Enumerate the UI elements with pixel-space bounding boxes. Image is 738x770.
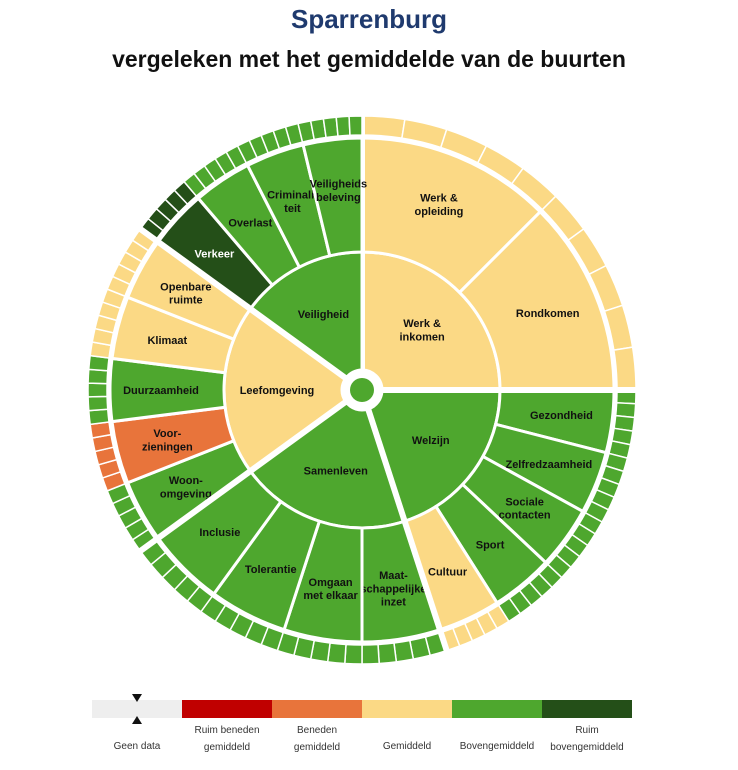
page-title: Sparrenburg xyxy=(290,4,448,34)
legend-swatch-bovengemiddeld xyxy=(452,700,542,718)
indicator-maat-schappelijke-inzet-2 xyxy=(393,639,415,663)
theme-label-werk-inkomen: Werk & inkomen xyxy=(399,318,445,343)
indicator-duurzaamheid-3 xyxy=(87,368,109,385)
theme-separator xyxy=(365,408,451,654)
topic-label-tolerantie: Tolerantie xyxy=(245,564,297,576)
indicator-rondkomen-4 xyxy=(613,346,637,391)
legend-label-gemiddeld: Gemiddeld xyxy=(382,741,432,752)
topic-veiligheids-beleving xyxy=(301,136,364,258)
indicator-omgaan-met-elkaar-0 xyxy=(343,643,363,665)
legend-swatch-ruim-beneden-gemiddeld xyxy=(182,700,272,718)
legend-swatch-beneden-gemiddeld xyxy=(272,700,362,718)
legend: Geen data Ruim beneden gemiddeld Beneden gem… xyxy=(92,700,632,753)
legend-swatch-gemiddeld xyxy=(362,700,452,718)
indicator-maat-schappelijke-inzet-4 xyxy=(361,643,381,665)
legend-label-ruim-beneden-gemiddeld: Ruim beneden gemiddeld xyxy=(194,725,260,753)
topic-label-criminali-teit: Criminali-teit xyxy=(267,190,318,215)
topic-label-voor-zieningen: Voor-zieningen xyxy=(142,428,193,453)
legend-swatch-geen-data xyxy=(92,700,182,718)
page-subtitle: vergeleken met het gemiddelde van de buu… xyxy=(112,46,626,72)
topic-label-overlast: Overlast xyxy=(228,218,272,230)
legend-marker-icon xyxy=(132,694,142,724)
hub-center xyxy=(350,378,374,402)
topic-label-gezondheid: Gezondheid xyxy=(530,410,593,422)
theme-label-leefomgeving: Leefomgeving xyxy=(240,385,315,397)
topic-label-inclusie: Inclusie xyxy=(199,527,240,539)
topic-label-rondkomen: Rondkomen xyxy=(516,308,580,320)
indicator-werk-opleiding-0 xyxy=(361,115,406,139)
legend-label-ruim-bovengemiddeld: Ruim bovengemiddeld xyxy=(550,725,624,753)
topic-label-duurzaamheid: Duurzaamheid xyxy=(123,385,199,397)
topic-label-woon-omgeving: Woon-omgeving xyxy=(160,475,212,500)
topic-label-verkeer: Verkeer xyxy=(195,248,235,260)
theme-label-samenleven: Samenleven xyxy=(304,466,368,478)
topic-label-sociale-contacten: Sociale contacten xyxy=(499,496,551,521)
theme-separator xyxy=(136,225,348,381)
topic-label-openbare-ruimte: Openbare ruimte xyxy=(160,281,211,306)
topic-label-omgaan-met-elkaar: Omgaan met elkaar xyxy=(303,577,358,602)
topic-label-zelfredzaamheid: Zelfredzaamheid xyxy=(505,459,592,471)
indicator-maat-schappelijke-inzet-3 xyxy=(377,642,398,665)
topic-label-cultuur: Cultuur xyxy=(428,567,468,579)
topic-label-werk-opleiding: Werk & opleiding xyxy=(414,193,463,218)
legend-label-bovengemiddeld: Bovengemiddeld xyxy=(459,741,535,752)
theme-separator xyxy=(136,399,348,555)
legend-label-geen-data: Geen data xyxy=(113,741,161,752)
indicator-omgaan-met-elkaar-1 xyxy=(326,642,347,665)
topic-label-klimaat: Klimaat xyxy=(147,335,187,347)
topic-label-maat-schappelijke-inzet: Maat-schappelijke inzet xyxy=(360,570,426,608)
legend-label-beneden-gemiddeld: Beneden gemiddeld xyxy=(293,725,341,753)
theme-label-veiligheid: Veiligheid xyxy=(298,309,349,321)
topic-label-sport: Sport xyxy=(476,540,505,552)
indicator-veiligheids-beleving-4 xyxy=(348,115,363,137)
indicator-duurzaamheid-0 xyxy=(87,408,110,426)
indicator-duurzaamheid-2 xyxy=(87,382,108,398)
sunburst-chart: Werk & inkomen Werk & opleiding Rondkomen Wel… xyxy=(87,114,638,665)
legend-swatch-ruim-bovengemiddeld xyxy=(542,700,632,718)
indicator-veiligheids-beleving-3 xyxy=(335,115,351,137)
indicator-duurzaamheid-1 xyxy=(87,395,109,412)
topic-label-veiligheids-beleving: Veiligheids beleving xyxy=(310,179,367,204)
theme-label-welzijn: Welzijn xyxy=(412,435,450,447)
